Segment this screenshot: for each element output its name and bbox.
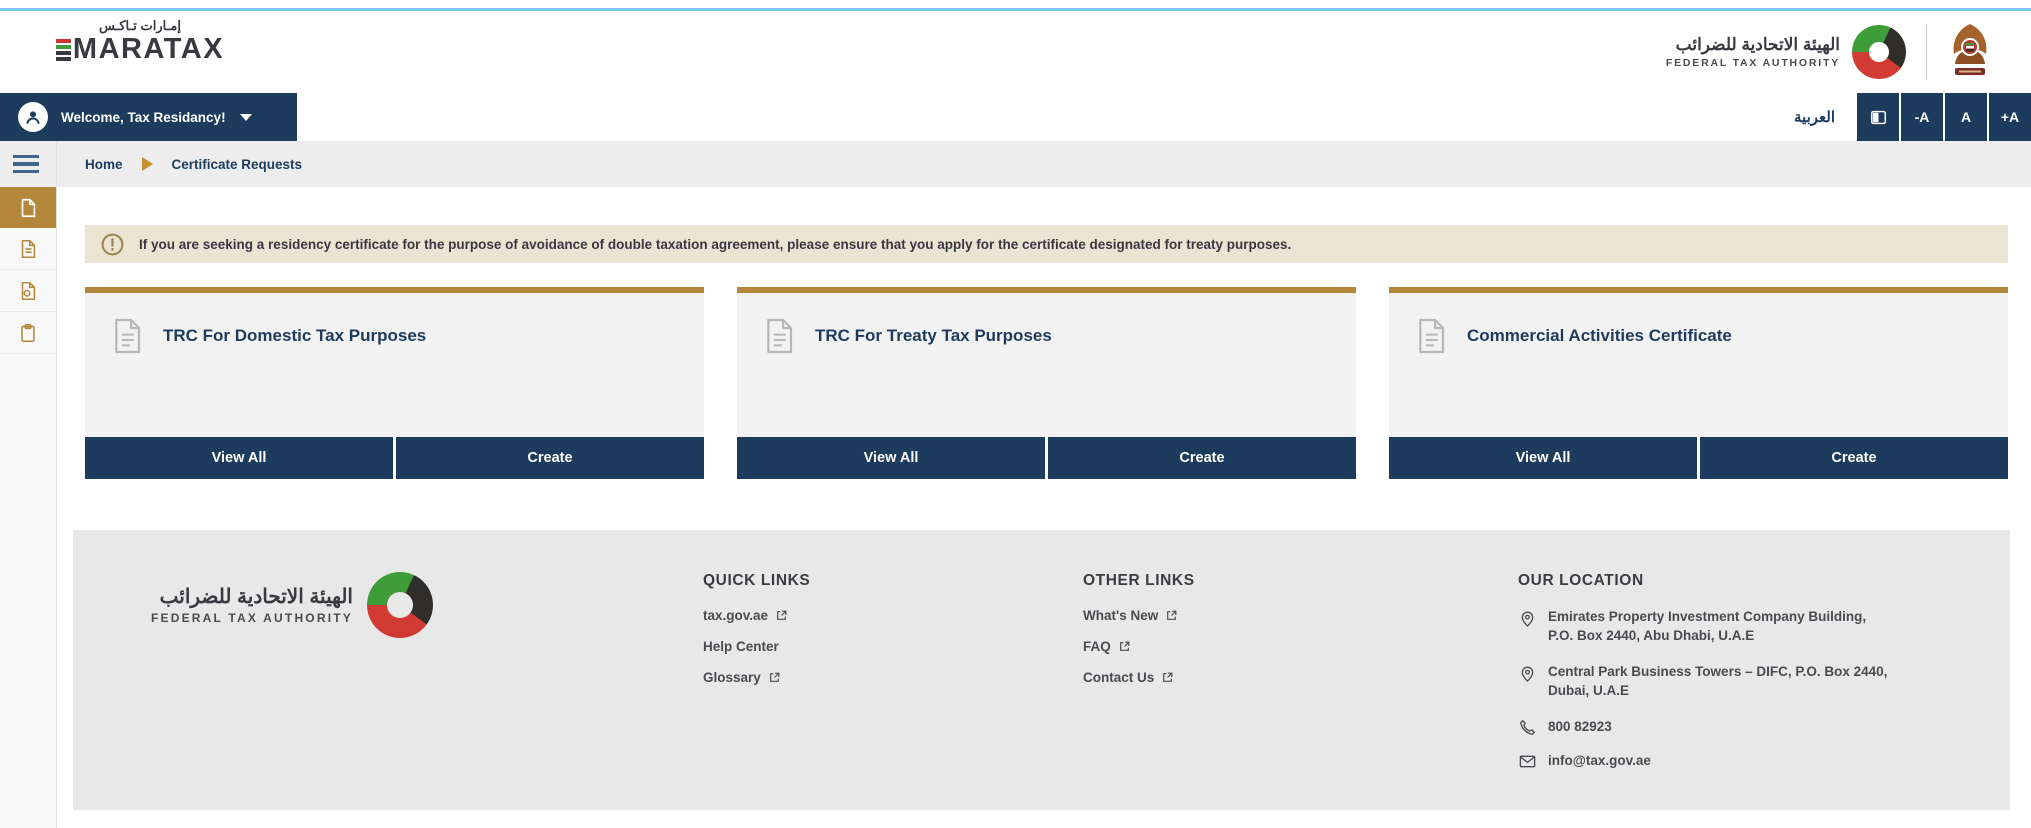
card-title: TRC For Treaty Tax Purposes: [815, 326, 1052, 345]
view-all-button[interactable]: View All: [1389, 437, 1697, 479]
card-body: TRC For Domestic Tax Purposes: [85, 293, 704, 437]
external-link-icon: [1119, 641, 1130, 651]
card-commercial-activities: Commercial Activities Certificate View A…: [1389, 287, 2008, 479]
email-address: info@tax.gov.ae: [1518, 752, 1988, 771]
emaratax-e-flag-icon: [55, 38, 71, 61]
top-accent-line: [0, 8, 2031, 11]
masthead-divider: [1926, 24, 1927, 80]
chevron-down-icon: [239, 113, 252, 121]
sidebar-item-requests[interactable]: [0, 228, 56, 270]
fta-logo: الهيئة الاتحادية للضرائب FEDERAL TAX AUT…: [1666, 25, 1906, 79]
certificate-document-icon: [1419, 318, 1445, 354]
link-tax-gov-ae[interactable]: tax.gov.ae: [703, 608, 810, 623]
font-increase-button[interactable]: +A: [1989, 93, 2031, 141]
card-trc-domestic: TRC For Domestic Tax Purposes View All C…: [85, 287, 704, 479]
link-help-center[interactable]: Help Center: [703, 639, 779, 654]
sidebar: [0, 141, 57, 828]
other-links-heading: OTHER LINKS: [1083, 572, 1195, 589]
uae-coat-of-arms-icon: [1947, 20, 1993, 84]
card-accent-bar: [85, 287, 704, 293]
footer-location: OUR LOCATION Emirates Property Investmen…: [1518, 572, 1988, 786]
certificate-document-icon: [767, 318, 793, 354]
card-trc-treaty: TRC For Treaty Tax Purposes View All Cre…: [737, 287, 1356, 479]
link-contact-us[interactable]: Contact Us: [1083, 670, 1195, 685]
font-default-button[interactable]: A: [1945, 93, 1987, 141]
footer: الهيئة الاتحادية للضرائب FEDERAL TAX AUT…: [73, 530, 2010, 810]
create-button[interactable]: Create: [396, 437, 704, 479]
card-body: Commercial Activities Certificate: [1389, 293, 2008, 437]
card-title: TRC For Domestic Tax Purposes: [163, 326, 427, 345]
envelope-icon: [1519, 755, 1536, 767]
address-abu-dhabi: Emirates Property Investment Company Bui…: [1518, 608, 1988, 646]
breadcrumb-current: Certificate Requests: [171, 156, 303, 172]
user-bar: Welcome, Tax Residancy! العربية -A A +A: [0, 93, 2031, 141]
phone-number: 800 82923: [1518, 718, 1988, 737]
certificate-document-icon: [115, 318, 141, 354]
user-avatar-icon: [18, 102, 48, 132]
create-button[interactable]: Create: [1700, 437, 2008, 479]
clipboard-icon: [21, 323, 35, 342]
masthead: إمـارات تـاكـس MARATAX الهيئة الاتحادية …: [0, 11, 2031, 93]
card-title: Commercial Activities Certificate: [1467, 326, 1732, 345]
font-decrease-button[interactable]: -A: [1901, 93, 1943, 141]
breadcrumb: Home Certificate Requests: [57, 141, 2031, 187]
masthead-right: الهيئة الاتحادية للضرائب FEDERAL TAX AUT…: [1666, 17, 1993, 87]
quick-links-heading: QUICK LINKS: [703, 572, 811, 589]
document-lines-icon: [21, 239, 36, 258]
notice-text: If you are seeking a residency certifica…: [139, 236, 1292, 252]
document-icon: [21, 198, 36, 217]
fta-emblem-icon: [1852, 25, 1906, 79]
sidebar-item-clipboard[interactable]: [0, 312, 56, 354]
external-link-icon: [777, 610, 787, 620]
hamburger-icon: [13, 154, 39, 174]
external-link-icon: [1163, 672, 1173, 682]
document-seal-icon: [21, 281, 36, 300]
card-accent-bar: [737, 287, 1356, 293]
card-accent-bar: [1389, 287, 2008, 293]
sidebar-item-certified-documents[interactable]: [0, 270, 56, 312]
user-menu-button[interactable]: Welcome, Tax Residancy!: [0, 93, 297, 141]
map-pin-icon: [1521, 611, 1534, 627]
contrast-toggle-button[interactable]: [1857, 93, 1899, 141]
link-faq[interactable]: FAQ: [1083, 639, 1195, 654]
view-all-button[interactable]: View All: [737, 437, 1045, 479]
footer-fta-arabic: الهيئة الاتحادية للضرائب: [159, 586, 353, 608]
map-pin-icon: [1521, 666, 1534, 682]
sidebar-item-certificates[interactable]: [0, 187, 56, 228]
sidebar-menu-toggle[interactable]: [0, 141, 56, 187]
phone-icon: [1520, 719, 1535, 735]
accessibility-controls: العربية -A A +A: [1794, 93, 2031, 141]
location-heading: OUR LOCATION: [1518, 572, 1644, 589]
external-link-icon: [769, 672, 780, 682]
emaratax-logo: إمـارات تـاكـس MARATAX: [40, 18, 240, 66]
info-icon: [101, 233, 124, 255]
footer-fta-english: FEDERAL TAX AUTHORITY: [151, 611, 353, 625]
address-dubai: Central Park Business Towers – DIFC, P.O…: [1518, 663, 1988, 701]
fta-logo-english: FEDERAL TAX AUTHORITY: [1665, 57, 1840, 70]
link-glossary[interactable]: Glossary: [703, 670, 810, 685]
notice-banner: If you are seeking a residency certifica…: [85, 225, 2008, 263]
breadcrumb-home[interactable]: Home: [85, 156, 123, 172]
external-link-icon: [1167, 610, 1177, 620]
footer-other-links: OTHER LINKS What's New FAQ Contact Us: [1083, 572, 1195, 701]
welcome-label: Welcome, Tax Residancy!: [61, 109, 226, 125]
certificate-cards: TRC For Domestic Tax Purposes View All C…: [85, 287, 2008, 479]
view-all-button[interactable]: View All: [85, 437, 393, 479]
footer-quick-links: QUICK LINKS tax.gov.ae Help Center Gloss…: [703, 572, 810, 701]
emaratax-wordmark: MARATAX: [72, 33, 225, 66]
create-button[interactable]: Create: [1048, 437, 1356, 479]
language-toggle[interactable]: العربية: [1794, 109, 1835, 126]
footer-fta-emblem-icon: [366, 572, 433, 638]
footer-fta-logo: الهيئة الاتحادية للضرائب FEDERAL TAX AUT…: [151, 572, 433, 638]
fta-logo-arabic: الهيئة الاتحادية للضرائب: [1675, 34, 1840, 54]
link-whats-new[interactable]: What's New: [1083, 608, 1195, 623]
emaratax-logo-arabic: إمـارات تـاكـس: [98, 18, 182, 33]
breadcrumb-arrow-icon: [141, 157, 153, 171]
card-body: TRC For Treaty Tax Purposes: [737, 293, 1356, 437]
